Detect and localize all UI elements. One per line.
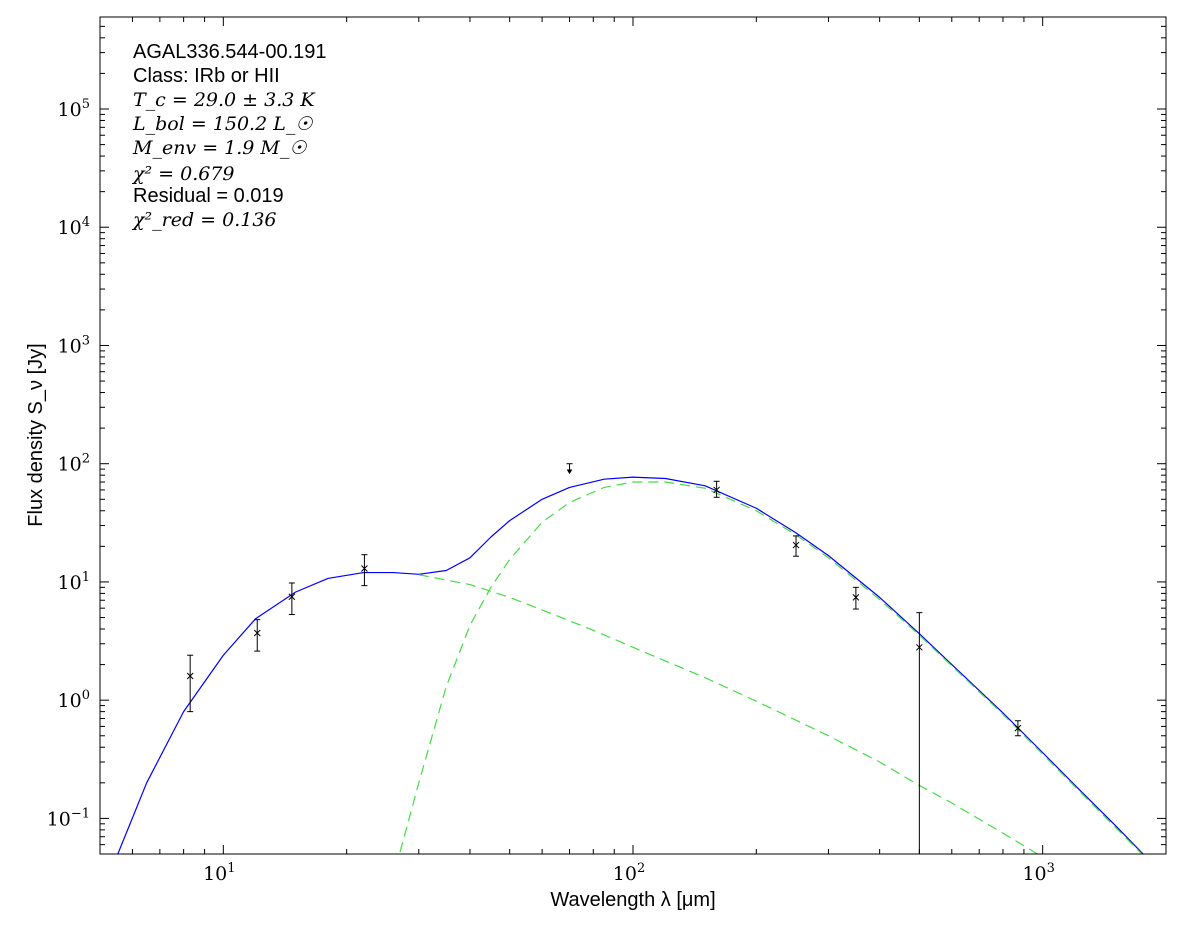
x-marker (915, 643, 923, 651)
y-tick-label: 100 (58, 688, 90, 712)
x-marker (852, 594, 860, 601)
tc-line: T_c = 29.0 ± 3.3 K (133, 89, 316, 111)
residual-line: Residual = 0.019 (133, 185, 284, 207)
annotation-block: AGAL336.544-00.191 Class: IRb or HII T_c… (131, 41, 327, 231)
x-marker (288, 593, 296, 601)
menv-line: M_env = 1.9 M_☉ (132, 137, 307, 159)
chi2-line: χ² = 0.679 (131, 163, 235, 185)
chi2red-line: χ²_red = 0.136 (131, 209, 277, 231)
data-point-5 (792, 535, 800, 557)
y-axis-label: Flux density S_ν [Jy] (25, 343, 47, 526)
x-marker (361, 565, 368, 572)
data-point-7 (915, 612, 923, 854)
upper-limit-arrow (566, 469, 573, 475)
x-marker (713, 486, 720, 494)
series-0-line (117, 476, 1144, 854)
tick-labels: 101 102 103 10−1 100 101 102 103 104 105 (47, 97, 1055, 885)
axis-ticks (99, 16, 1167, 855)
y-tick-label: 104 (58, 215, 90, 239)
lbol-line: L_bol = 150.2 L_☉ (132, 113, 313, 135)
data-point-3 (361, 554, 368, 587)
x-marker (1014, 724, 1022, 732)
source-name: AGAL336.544-00.191 (133, 41, 327, 63)
model-curves (117, 476, 1144, 854)
y-tick-label: 103 (58, 333, 90, 357)
x-tick-label: 103 (1022, 861, 1054, 885)
y-tick-label: 101 (58, 570, 90, 594)
data-point-1 (253, 619, 261, 652)
upper-limit-0 (566, 463, 573, 475)
y-tick-label: 10−1 (47, 806, 90, 830)
x-tick-label: 101 (203, 861, 235, 885)
data-point-8 (1014, 720, 1022, 737)
plot-frame (99, 16, 1167, 855)
x-marker (253, 629, 261, 637)
y-tick-label: 105 (58, 97, 90, 121)
data-point-0 (186, 654, 194, 713)
data-point-4 (713, 480, 720, 498)
x-marker (792, 541, 800, 549)
x-tick-label: 102 (613, 861, 645, 885)
data-point-6 (852, 586, 860, 610)
data-points (186, 463, 1022, 854)
series-1-line (399, 481, 1143, 854)
x-axis-label: Wavelength λ [μm] (550, 889, 715, 911)
data-point-2 (288, 582, 296, 616)
y-tick-label: 102 (58, 452, 90, 476)
series-2-line (418, 574, 1039, 854)
class-line: Class: IRb or HII (133, 65, 280, 87)
x-marker (186, 672, 194, 680)
